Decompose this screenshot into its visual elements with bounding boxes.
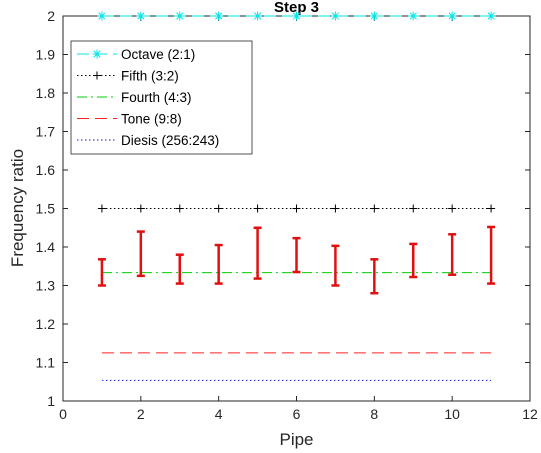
x-tick-label: 10: [444, 406, 460, 422]
x-tick-label: 6: [293, 406, 301, 422]
error-bar: [448, 233, 457, 276]
error-bar: [136, 230, 145, 278]
series-layer: [97, 11, 496, 381]
legend-marker: [93, 71, 101, 80]
data-point: [175, 204, 184, 213]
data-point: [175, 11, 185, 21]
y-tick-label: 1.3: [36, 278, 56, 294]
data-point: [97, 11, 107, 21]
x-tick-label: 2: [137, 406, 145, 422]
error-bar: [214, 243, 223, 285]
y-tick-label: 1: [47, 393, 55, 409]
data-point: [409, 204, 418, 213]
legend-entry: Tone (9:8): [77, 112, 182, 127]
data-point: [370, 204, 379, 213]
data-point: [487, 204, 496, 213]
x-tick-label: 8: [370, 406, 378, 422]
y-tick-label: 1.7: [36, 124, 56, 140]
data-point: [253, 11, 263, 21]
y-tick-label: 1.5: [36, 201, 56, 217]
legend-label: Fourth (4:3): [121, 90, 192, 105]
data-point: [369, 11, 379, 21]
x-tick-label: 12: [522, 406, 538, 422]
x-tick-label: 4: [215, 406, 223, 422]
legend-label: Tone (9:8): [121, 112, 182, 127]
data-point: [448, 204, 457, 213]
data-point: [447, 11, 457, 21]
data-point: [292, 204, 301, 213]
y-tick-label: 1.4: [36, 239, 56, 255]
data-point: [331, 204, 340, 213]
legend-label: Octave (2:1): [121, 47, 195, 62]
series-0: [97, 11, 496, 21]
legend-entry: Diesis (256:243): [77, 133, 219, 148]
y-tick-label: 1.1: [36, 355, 56, 371]
x-tick-label: 0: [59, 406, 67, 422]
data-point: [330, 11, 340, 21]
legend-label: Fifth (3:2): [121, 69, 179, 84]
legend-label: Diesis (256:243): [121, 133, 219, 148]
series-1: [97, 204, 496, 213]
data-point: [136, 204, 145, 213]
y-tick-label: 1.2: [36, 316, 56, 332]
error-bar: [292, 236, 301, 274]
legend-entry: Octave (2:1): [77, 47, 195, 62]
error-bar: [487, 225, 496, 285]
y-tick-label: 1.8: [36, 85, 56, 101]
error-bar-layer: [97, 225, 496, 295]
error-bar: [253, 226, 262, 280]
y-axis-title: Frequency ratio: [8, 149, 27, 267]
data-point: [253, 204, 262, 213]
y-tick-label: 2: [47, 8, 55, 24]
data-point: [292, 11, 301, 21]
data-point: [408, 11, 418, 21]
legend: Octave (2:1) Fifth (3:2) Fourth (4:3) Tone …: [70, 40, 253, 155]
data-point: [214, 11, 224, 21]
data-point: [97, 204, 106, 213]
legend-entry: Fifth (3:2): [77, 69, 179, 84]
legend-marker: [92, 49, 102, 59]
error-bar: [331, 244, 340, 287]
chart-title: Step 3: [274, 0, 319, 16]
y-tick-label: 1.6: [36, 162, 56, 178]
error-bar: [97, 258, 106, 287]
y-axis-ticks: 1 1.1 1.2 1.3 1.4 1.5 1.6 1.7 1.8 1.9 2: [36, 8, 530, 409]
data-point: [486, 11, 496, 21]
y-tick-label: 1.9: [36, 47, 56, 63]
error-bar: [175, 253, 184, 285]
x-axis-title: Pipe: [279, 430, 313, 449]
error-bar: [409, 242, 418, 279]
error-bar: [370, 258, 379, 295]
legend-entry: Fourth (4:3): [77, 90, 192, 105]
data-point: [214, 204, 223, 213]
data-point: [136, 11, 146, 21]
